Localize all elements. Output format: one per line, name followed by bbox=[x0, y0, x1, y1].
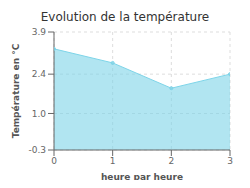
svg-text:3.9: 3.9 bbox=[32, 27, 47, 37]
svg-text:heure par heure: heure par heure bbox=[101, 172, 183, 180]
html-text:Evolution de la température: Evolution de la température bbox=[40, 10, 210, 24]
svg-text:1.0: 1.0 bbox=[32, 109, 47, 119]
svg-text:2.4: 2.4 bbox=[32, 69, 47, 79]
svg-text:0: 0 bbox=[51, 156, 57, 166]
svg-text:1: 1 bbox=[110, 156, 116, 166]
svg-text:3: 3 bbox=[227, 156, 233, 166]
svg-text:-0.3: -0.3 bbox=[28, 145, 46, 155]
svg-text:2: 2 bbox=[168, 156, 174, 166]
svg-text:Température en °C: Température en °C bbox=[11, 43, 21, 138]
